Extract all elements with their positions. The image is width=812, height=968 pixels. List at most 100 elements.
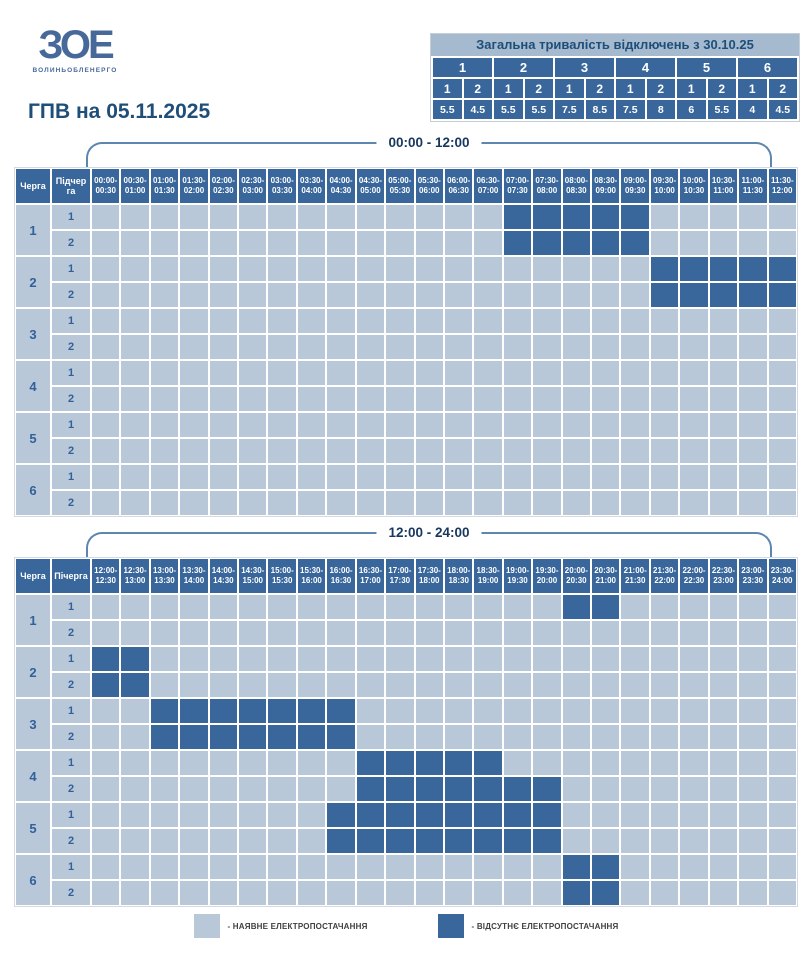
logo-subtext: ВОЛИНЬОБЛЕНЕРГО — [32, 67, 118, 74]
available-swatch-icon — [193, 914, 220, 938]
schedule-cell — [150, 673, 179, 697]
schedule-cell — [709, 387, 738, 411]
time-header-cell: 13:00- 13:30 — [150, 559, 179, 593]
subqueue-label: 1 — [52, 751, 90, 775]
schedule-cell — [592, 257, 620, 281]
schedule-cell — [650, 803, 679, 827]
schedule-cell — [415, 491, 443, 515]
summary-subqueue-number: 1 — [738, 79, 767, 98]
schedule-cell — [92, 725, 120, 749]
schedule-cell — [327, 283, 355, 307]
schedule-cell — [444, 595, 473, 619]
schedule-cell — [474, 751, 502, 775]
schedule-cell — [239, 439, 267, 463]
schedule-cell — [150, 257, 179, 281]
schedule-cell — [444, 465, 473, 489]
schedule-cell — [327, 595, 355, 619]
schedule-cell — [533, 595, 561, 619]
schedule-cell — [709, 231, 738, 255]
schedule-cell — [621, 205, 649, 229]
schedule-cell — [680, 283, 708, 307]
queue-label: 1 — [16, 205, 50, 255]
schedule-cell — [768, 621, 796, 645]
schedule-cell — [121, 257, 149, 281]
schedule-cell — [297, 673, 326, 697]
schedule-cell — [650, 881, 679, 905]
schedule-cell — [503, 829, 532, 853]
schedule-cell — [150, 751, 179, 775]
schedule-cell — [592, 725, 620, 749]
schedule-cell — [680, 361, 708, 385]
schedule-cell — [533, 491, 561, 515]
schedule-cell — [209, 595, 238, 619]
schedule-cell — [503, 491, 532, 515]
schedule-cell — [150, 595, 179, 619]
schedule-cell — [415, 751, 443, 775]
time-header-cell: 15:00- 15:30 — [268, 559, 296, 593]
schedule-cell — [415, 881, 443, 905]
schedule-cell — [474, 803, 502, 827]
schedule-cell — [268, 673, 296, 697]
schedule-cell — [592, 595, 620, 619]
schedule-cell — [562, 803, 591, 827]
schedule-cell — [209, 257, 238, 281]
schedule-cell — [415, 465, 443, 489]
schedule-cell — [739, 387, 767, 411]
subqueue-label: 2 — [52, 829, 90, 853]
schedule-cell — [650, 777, 679, 801]
schedule-cell — [562, 205, 591, 229]
schedule-cell — [327, 803, 355, 827]
schedule-cell — [680, 205, 708, 229]
schedule-cell — [386, 439, 414, 463]
schedule-cell — [503, 725, 532, 749]
schedule-cell — [768, 283, 796, 307]
time-header-cell: 09:30- 10:00 — [650, 169, 679, 203]
schedule-cell — [297, 855, 326, 879]
schedule-cell — [356, 335, 385, 359]
schedule-cell — [533, 725, 561, 749]
schedule-cell — [386, 647, 414, 671]
schedule-cell — [562, 387, 591, 411]
schedule-cell — [180, 283, 208, 307]
schedule-cell — [180, 465, 208, 489]
schedule-cell — [768, 413, 796, 437]
schedule-cell — [680, 595, 708, 619]
schedule-cell — [92, 855, 120, 879]
schedule-cell — [768, 491, 796, 515]
schedule-cell — [356, 673, 385, 697]
schedule-cell — [709, 777, 738, 801]
range-brace-pm: 12:00 - 24:00 — [86, 525, 772, 557]
schedule-cell — [327, 309, 355, 333]
schedule-cell — [739, 647, 767, 671]
schedule-cell — [444, 335, 473, 359]
schedule-cell — [503, 699, 532, 723]
schedule-cell — [239, 673, 267, 697]
schedule-cell — [92, 621, 120, 645]
schedule-cell — [297, 335, 326, 359]
schedule-cell — [592, 803, 620, 827]
schedule-cell — [297, 465, 326, 489]
range-brace-am: 00:00 - 12:00 — [86, 135, 772, 167]
schedule-cell — [444, 387, 473, 411]
schedule-cell — [180, 231, 208, 255]
time-header-cell: 16:00- 16:30 — [327, 559, 355, 593]
schedule-grid-pm: Черга Пічерга 12:00- 12:30 12:30- 13:00 13:0… — [14, 557, 798, 907]
schedule-cell — [386, 413, 414, 437]
schedule-cell — [650, 855, 679, 879]
schedule-cell — [356, 361, 385, 385]
schedule-cell — [592, 491, 620, 515]
time-header-cell: 00:30- 01:00 — [121, 169, 149, 203]
schedule-cell — [297, 283, 326, 307]
queue-label: 1 — [16, 595, 50, 645]
schedule-cell — [150, 621, 179, 645]
time-header-cell: 22:30- 23:00 — [709, 559, 738, 593]
queue-label: 5 — [16, 413, 50, 463]
schedule-cell — [562, 465, 591, 489]
schedule-cell — [239, 647, 267, 671]
schedule-cell — [650, 829, 679, 853]
schedule-cell — [533, 699, 561, 723]
schedule-cell — [621, 361, 649, 385]
schedule-cell — [474, 647, 502, 671]
schedule-cell — [739, 205, 767, 229]
schedule-cell — [327, 439, 355, 463]
